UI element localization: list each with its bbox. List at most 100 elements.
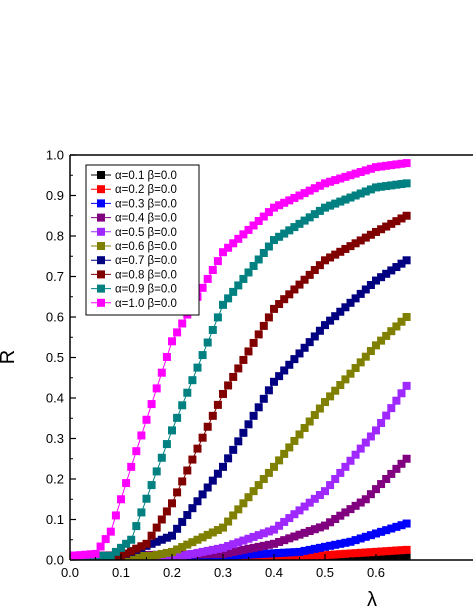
data-point [188,549,197,558]
data-point [346,549,355,558]
data-point [254,330,263,339]
data-point [351,294,360,303]
data-point [162,352,171,361]
y-tick-label: 0.2 [46,472,64,487]
data-point [285,290,294,299]
legend-item: α=0.4 β=0.0 [91,213,177,225]
y-axis-title: R [0,350,19,364]
data-point [127,551,136,560]
data-point [361,548,370,557]
data-point [244,225,253,234]
data-point [183,540,192,549]
data-point [331,540,340,549]
data-point [321,203,329,212]
data-point [361,352,370,361]
data-point [326,253,335,262]
data-point [132,551,141,560]
data-point [198,283,207,292]
data-point [249,411,258,420]
data-point [244,544,253,553]
data-point [372,183,380,192]
data-point [275,548,284,557]
legend-marker [97,298,105,307]
data-point [382,331,391,340]
data-point [183,466,192,475]
legend-marker [97,185,105,194]
data-point [132,522,141,531]
data-point [229,540,238,549]
data-point [208,545,217,554]
data-point [142,415,151,424]
data-point [377,527,386,536]
data-point [397,214,406,223]
x-tick-label: 0.2 [163,565,181,580]
data-point [213,469,222,478]
data-point [259,394,268,403]
data-point [147,551,156,560]
data-point [290,532,299,541]
data-point [137,508,146,517]
data-point [147,400,156,409]
data-point [295,349,304,358]
data-point [147,539,156,548]
data-point [249,550,258,559]
data-point [300,216,309,225]
data-point [366,230,375,239]
data-point [173,524,182,533]
data-point [224,542,233,551]
data-point [244,347,253,356]
data-point [372,547,380,556]
data-point [229,287,238,296]
data-point [315,206,324,215]
data-point [198,547,207,556]
data-point [372,227,380,236]
legend-label: α=0.5 β=0.0 [115,227,177,239]
data-point [290,355,299,364]
data-point [157,368,166,377]
data-point [326,392,335,401]
legend-item: α=0.1 β=0.0 [91,170,177,182]
data-point [331,312,340,321]
data-point [234,364,243,373]
data-point [178,477,187,486]
data-point [264,242,273,251]
data-point [127,547,136,556]
data-point [203,546,212,555]
data-point [372,276,380,285]
data-point [392,322,401,331]
data-point [264,208,273,217]
data-point [224,454,233,463]
data-point [178,319,187,328]
data-point [315,551,324,560]
data-point [366,432,375,441]
data-point [198,533,207,542]
data-point [326,541,335,550]
data-point [198,351,207,360]
y-tick-label: 1.0 [46,148,64,163]
series-line [70,316,407,557]
data-point [168,499,176,508]
data-point [254,531,263,540]
data-point [270,539,278,548]
y-tick-label: 0.9 [46,188,64,203]
data-point [346,171,355,180]
data-point [254,542,263,551]
data-point [234,538,243,547]
data-point [387,551,396,560]
data-point [111,511,120,520]
data-point [366,164,375,173]
data-point [290,548,299,557]
data-point [377,547,386,556]
data-point [264,540,273,549]
data-point [361,495,370,504]
data-point [168,337,176,346]
legend: α=0.1 β=0.0 α=0.2 β=0.0 α=0.3 β=0.0 α=0.4 β… [85,164,200,316]
data-point [219,248,227,257]
data-point [224,294,233,303]
data-point [295,430,304,439]
data-point [366,490,375,499]
data-point [402,551,411,560]
data-point [275,521,284,530]
data-point [152,523,161,532]
data-point [336,468,345,477]
